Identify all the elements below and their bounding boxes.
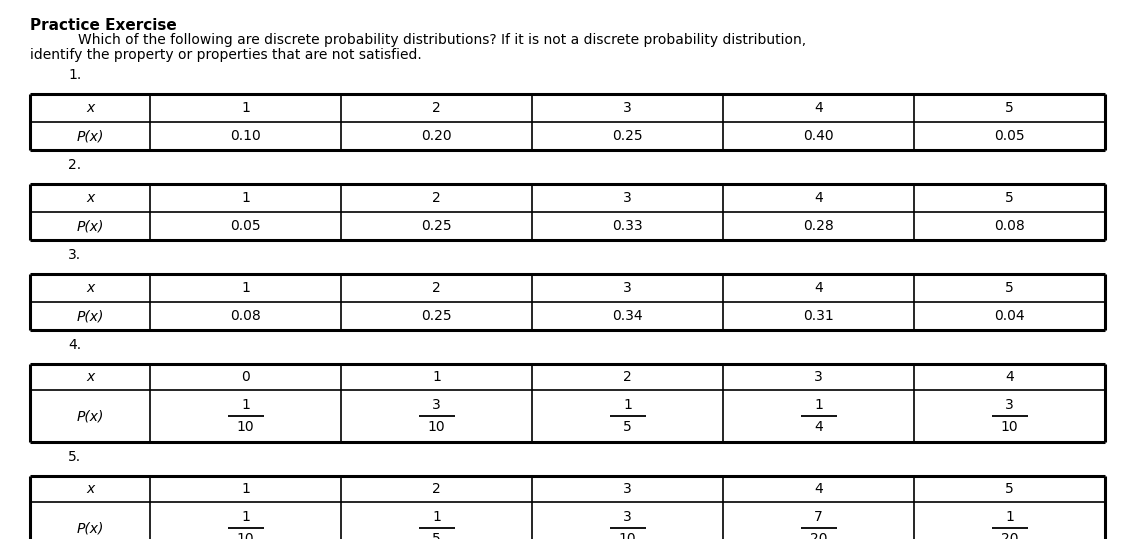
Text: 3.: 3. <box>68 248 81 262</box>
Text: P(x): P(x) <box>76 129 104 143</box>
Text: 4: 4 <box>1005 370 1014 384</box>
Text: 2: 2 <box>432 281 441 295</box>
Text: 7: 7 <box>814 510 822 524</box>
Text: 0.08: 0.08 <box>994 219 1025 233</box>
Text: 3: 3 <box>1005 398 1014 412</box>
Text: 0.20: 0.20 <box>421 129 452 143</box>
Text: 4: 4 <box>814 191 822 205</box>
Text: 3: 3 <box>623 510 632 524</box>
Text: 5: 5 <box>1005 281 1014 295</box>
Text: 4: 4 <box>814 482 822 496</box>
Text: 3: 3 <box>623 281 632 295</box>
Text: 3: 3 <box>623 101 632 115</box>
Text: 4.: 4. <box>68 338 81 352</box>
Text: Practice Exercise: Practice Exercise <box>30 18 177 33</box>
Text: P(x): P(x) <box>76 521 104 535</box>
Text: 0.04: 0.04 <box>994 309 1025 323</box>
Text: 1: 1 <box>241 482 250 496</box>
Text: 10: 10 <box>1001 420 1018 434</box>
Text: 1: 1 <box>432 370 441 384</box>
Text: Which of the following are discrete probability distributions? If it is not a di: Which of the following are discrete prob… <box>78 33 807 47</box>
Text: 20: 20 <box>810 532 827 539</box>
Text: x: x <box>86 101 94 115</box>
Text: 3: 3 <box>623 482 632 496</box>
Text: P(x): P(x) <box>76 219 104 233</box>
Text: 10: 10 <box>619 532 637 539</box>
Text: 1.: 1. <box>68 68 81 82</box>
Text: 3: 3 <box>814 370 822 384</box>
Text: 20: 20 <box>1001 532 1018 539</box>
Text: 0.34: 0.34 <box>612 309 642 323</box>
Text: 1: 1 <box>241 398 250 412</box>
Text: 0.31: 0.31 <box>803 309 834 323</box>
Text: 5: 5 <box>1005 191 1014 205</box>
Text: 1: 1 <box>623 398 632 412</box>
Text: 1: 1 <box>241 281 250 295</box>
Text: 4: 4 <box>814 420 822 434</box>
Text: x: x <box>86 482 94 496</box>
Text: 0.05: 0.05 <box>994 129 1025 143</box>
Text: 0.25: 0.25 <box>612 129 642 143</box>
Text: P(x): P(x) <box>76 309 104 323</box>
Text: 0.05: 0.05 <box>231 219 261 233</box>
Text: 5.: 5. <box>68 450 81 464</box>
Text: 1: 1 <box>241 510 250 524</box>
Text: 2: 2 <box>623 370 632 384</box>
Text: identify the property or properties that are not satisfied.: identify the property or properties that… <box>30 48 422 62</box>
Text: 0.10: 0.10 <box>231 129 261 143</box>
Text: 10: 10 <box>428 420 446 434</box>
Text: 2: 2 <box>432 191 441 205</box>
Text: 0.33: 0.33 <box>612 219 642 233</box>
Text: 2: 2 <box>432 101 441 115</box>
Text: 0.08: 0.08 <box>231 309 261 323</box>
Text: 1: 1 <box>241 101 250 115</box>
Text: 5: 5 <box>432 532 441 539</box>
Text: x: x <box>86 370 94 384</box>
Text: x: x <box>86 281 94 295</box>
Text: 1: 1 <box>432 510 441 524</box>
Text: x: x <box>86 191 94 205</box>
Text: 0.25: 0.25 <box>421 309 452 323</box>
Text: 0: 0 <box>241 370 250 384</box>
Text: 3: 3 <box>623 191 632 205</box>
Text: 0.28: 0.28 <box>803 219 834 233</box>
Text: 3: 3 <box>432 398 441 412</box>
Text: 0.40: 0.40 <box>803 129 834 143</box>
Text: 4: 4 <box>814 281 822 295</box>
Text: 2.: 2. <box>68 158 81 172</box>
Text: 1: 1 <box>814 398 824 412</box>
Text: 5: 5 <box>1005 482 1014 496</box>
Text: 10: 10 <box>236 420 254 434</box>
Text: 5: 5 <box>1005 101 1014 115</box>
Text: 4: 4 <box>814 101 822 115</box>
Text: 2: 2 <box>432 482 441 496</box>
Text: 0.25: 0.25 <box>421 219 452 233</box>
Text: 1: 1 <box>1005 510 1014 524</box>
Text: 10: 10 <box>236 532 254 539</box>
Text: 5: 5 <box>623 420 632 434</box>
Text: P(x): P(x) <box>76 409 104 423</box>
Text: 1: 1 <box>241 191 250 205</box>
